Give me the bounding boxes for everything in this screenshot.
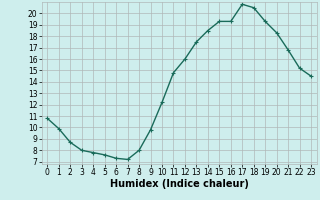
X-axis label: Humidex (Indice chaleur): Humidex (Indice chaleur) xyxy=(110,179,249,189)
